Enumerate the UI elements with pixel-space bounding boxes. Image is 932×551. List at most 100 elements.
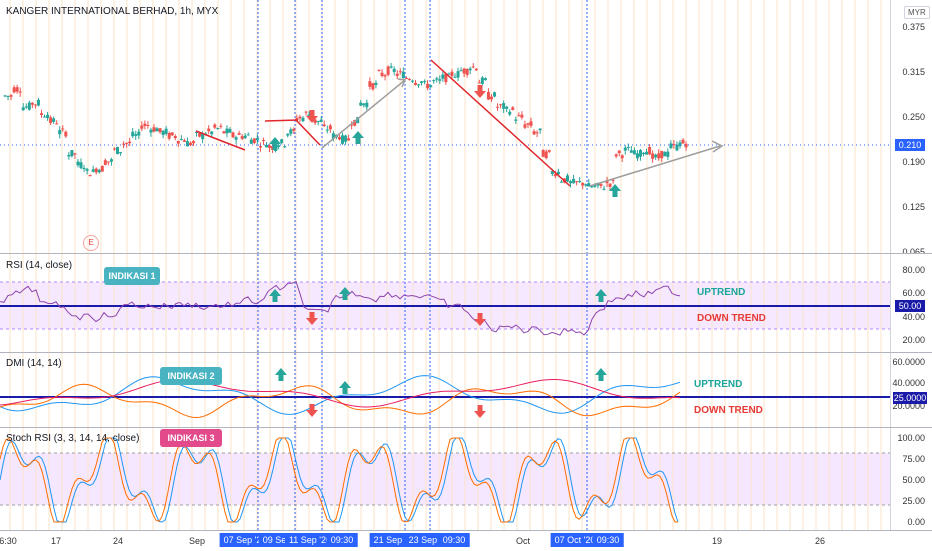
candle-body xyxy=(27,102,31,110)
candle-body xyxy=(176,140,180,144)
candle-body xyxy=(429,85,433,88)
rsi-uptrend-label: UPTREND xyxy=(697,287,746,298)
price-tick: 0.065 xyxy=(902,247,925,257)
stoch-tick: 0.00 xyxy=(907,517,925,527)
candle-body xyxy=(453,76,457,78)
candle-body xyxy=(158,128,162,133)
candle-body xyxy=(623,147,627,151)
candle-body xyxy=(67,154,71,157)
candle-body xyxy=(261,140,265,142)
candle-body xyxy=(608,183,612,187)
candle-body xyxy=(614,154,618,157)
candle-body xyxy=(152,127,156,132)
up-arrow-icon xyxy=(269,137,281,150)
candle-body xyxy=(161,130,165,135)
candle-body xyxy=(508,111,512,115)
candle-body xyxy=(426,83,430,89)
candle-body xyxy=(103,160,107,165)
dmi-level-tag: 25.0000 xyxy=(893,392,927,404)
dmi-downtrend-label: DOWN TREND xyxy=(694,405,763,416)
candle-body xyxy=(149,129,153,133)
time-label: Sep xyxy=(188,536,206,546)
time-label: Oct xyxy=(515,536,531,546)
arrowhead-grey xyxy=(711,140,724,153)
dmi-tick: 60.0000 xyxy=(892,357,925,367)
trend-line-red xyxy=(295,119,321,146)
candle-body xyxy=(587,183,591,187)
price-tick: 0.125 xyxy=(902,202,925,212)
dmi-pane[interactable] xyxy=(0,353,890,427)
candle-body xyxy=(52,118,56,122)
price-tick: 0.250 xyxy=(902,112,925,122)
candle-body xyxy=(468,68,472,71)
candle-body xyxy=(137,131,141,136)
candle-body xyxy=(112,148,116,150)
dmi-chart[interactable] xyxy=(0,353,890,427)
candle-body xyxy=(30,102,34,105)
price-chart[interactable] xyxy=(0,0,890,253)
rsi-chart[interactable] xyxy=(0,254,890,352)
trend-line-red xyxy=(264,119,299,122)
candle-body xyxy=(517,115,521,117)
candle-body xyxy=(456,71,460,78)
candle-body xyxy=(386,66,390,75)
pane-separator[interactable] xyxy=(0,253,932,254)
candle-body xyxy=(24,106,28,108)
trend-line-red xyxy=(430,59,571,187)
candle-body xyxy=(328,125,332,130)
price-pane[interactable] xyxy=(0,0,890,253)
pane-separator[interactable] xyxy=(0,352,932,353)
stoch-callout: INDIKASI 3 xyxy=(160,429,222,447)
candle-body xyxy=(371,83,375,90)
candle-body xyxy=(684,143,688,148)
candle-body xyxy=(64,131,68,137)
highlighted-time: 11 Sep '20 xyxy=(284,533,336,547)
candle-body xyxy=(298,116,302,119)
stoch-chart[interactable] xyxy=(0,428,890,530)
candle-body xyxy=(395,73,399,76)
candle-body xyxy=(12,87,16,93)
candle-body xyxy=(438,79,442,81)
stoch-pane[interactable] xyxy=(0,428,890,530)
stoch-tick: 75.00 xyxy=(902,454,925,464)
candle-body xyxy=(164,128,168,134)
candle-body xyxy=(58,129,62,135)
candle-body xyxy=(547,150,551,152)
rsi-line xyxy=(0,280,681,336)
candle-body xyxy=(544,151,548,159)
trend-line-grey xyxy=(589,145,721,187)
candle-body xyxy=(243,135,247,139)
candle-body xyxy=(316,120,320,122)
candle-body xyxy=(617,150,621,154)
candle-body xyxy=(499,104,503,106)
candle-body xyxy=(417,84,421,86)
rsi-pane[interactable] xyxy=(0,254,890,352)
candle-body xyxy=(654,154,658,158)
candle-body xyxy=(681,139,685,144)
candle-body xyxy=(289,129,293,134)
candle-body xyxy=(167,132,171,139)
highlighted-time: 07 Oct '20 xyxy=(550,533,600,547)
time-axis[interactable]: 6:30 17 24 Sep Oct 19 26 07 Sep '20 09 S… xyxy=(0,530,932,551)
up-arrow-icon xyxy=(339,381,351,394)
candle-body xyxy=(447,73,451,75)
stoch-axis[interactable]: 100.00 75.00 50.00 25.00 0.00 xyxy=(890,428,932,530)
arrowhead-grey xyxy=(397,78,407,88)
candle-body xyxy=(450,71,454,77)
price-axis[interactable]: MYR 0.375 0.315 0.250 0.190 0.125 0.065 xyxy=(890,0,932,257)
candle-body xyxy=(520,114,524,118)
candle-body xyxy=(143,123,147,126)
candle-body xyxy=(413,82,417,85)
pane-separator[interactable] xyxy=(0,427,932,428)
candle-body xyxy=(128,141,132,144)
candle-body xyxy=(295,118,299,120)
candle-body xyxy=(465,69,469,75)
earnings-badge[interactable]: E xyxy=(83,235,99,251)
candle-body xyxy=(672,144,676,146)
candle-body xyxy=(201,133,205,140)
candle-body xyxy=(46,114,50,119)
dmi-axis[interactable]: 60.0000 40.0000 20.0000 xyxy=(890,353,932,427)
candle-body xyxy=(116,147,119,155)
candle-body xyxy=(383,75,387,77)
candle-body xyxy=(119,152,123,154)
